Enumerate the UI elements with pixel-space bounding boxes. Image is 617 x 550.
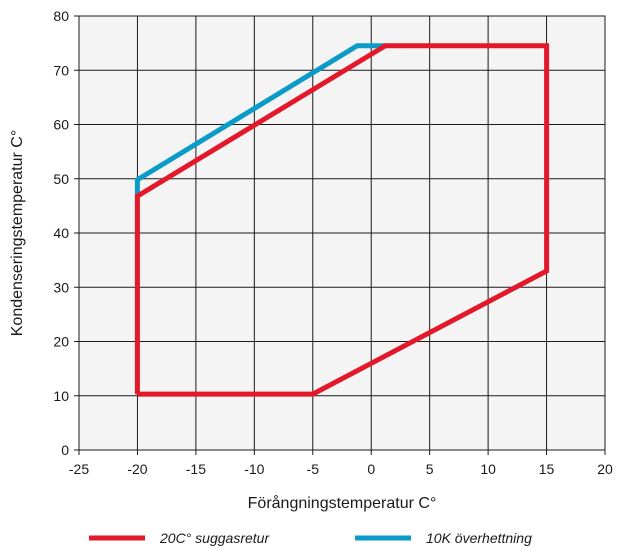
x-tick-label: -15 <box>186 461 206 477</box>
x-tick-label: 15 <box>539 461 555 477</box>
x-tick-label: 20 <box>597 461 613 477</box>
y-tick-label: 30 <box>53 279 69 295</box>
plot-frame <box>78 15 606 451</box>
legend-label: 20C° suggasretur <box>159 530 270 546</box>
x-tick-label: 0 <box>367 461 375 477</box>
x-tick-label: -5 <box>307 461 320 477</box>
y-axis-ticks: 0 10 20 30 40 50 60 70 80 <box>53 8 79 458</box>
y-tick-label: 50 <box>53 171 69 187</box>
legend: 20C° suggasretur 10K överhettning <box>89 530 532 546</box>
y-tick-label: 10 <box>53 388 69 404</box>
x-tick-label: -25 <box>69 461 89 477</box>
x-tick-label: 10 <box>480 461 496 477</box>
y-tick-label: 20 <box>53 334 69 350</box>
y-tick-label: 0 <box>61 442 69 458</box>
x-tick-label: 5 <box>426 461 434 477</box>
legend-label: 10K överhettning <box>426 530 532 546</box>
y-tick-label: 60 <box>53 117 69 133</box>
x-axis-ticks: -25 -20 -15 -10 -5 0 5 10 15 20 <box>69 450 613 477</box>
x-axis-title: Förångningstemperatur C° <box>248 494 437 512</box>
series-line-suggasretur <box>134 43 550 397</box>
y-tick-label: 80 <box>53 8 69 24</box>
legend-item: 20C° suggasretur <box>89 530 270 546</box>
y-tick-label: 70 <box>53 62 69 78</box>
series-lines <box>134 43 550 397</box>
x-tick-label: -10 <box>244 461 264 477</box>
x-tick-label: -20 <box>127 461 147 477</box>
legend-item: 10K överhettning <box>355 530 532 546</box>
y-tick-label: 40 <box>53 225 69 241</box>
y-axis-title: Kondenseringstemperatur C° <box>9 130 26 337</box>
series-line-overhettning <box>134 43 386 197</box>
